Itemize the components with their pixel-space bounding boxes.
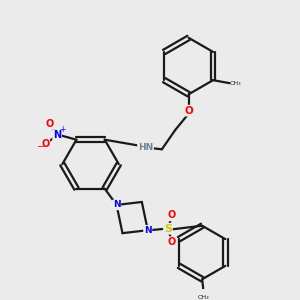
Text: −: −	[37, 142, 45, 152]
Text: O: O	[167, 210, 176, 220]
Text: N: N	[53, 130, 61, 140]
Text: O: O	[41, 139, 50, 149]
Text: O: O	[46, 119, 54, 129]
Text: N: N	[144, 226, 152, 235]
Text: O: O	[184, 106, 193, 116]
Text: S: S	[164, 224, 172, 234]
Text: O: O	[167, 237, 176, 247]
Text: HN: HN	[138, 143, 153, 152]
Text: +: +	[59, 125, 66, 134]
Text: N: N	[113, 200, 120, 209]
Text: CH₃: CH₃	[198, 295, 209, 300]
Text: CH₃: CH₃	[230, 81, 242, 85]
